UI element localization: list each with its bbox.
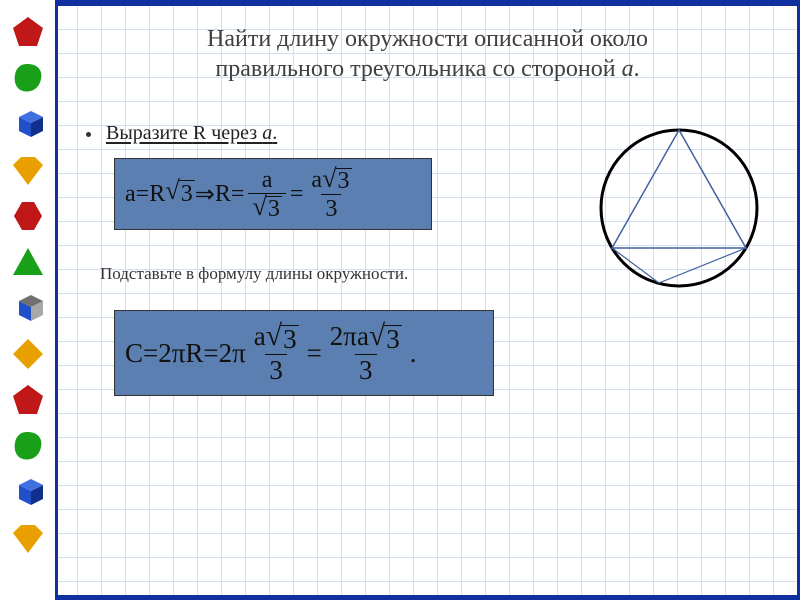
sidebar-shape-cube [10,474,46,510]
f1-a: a [125,181,136,208]
f2-frac2-two: 2 [330,321,344,351]
f1-R1: R [149,181,165,208]
slide-content: Найти длину окружности описанной около п… [58,6,797,595]
f2-frac1-num: a√3 [250,323,303,354]
sidebar-shape-hex [10,198,46,234]
f1-sqrt1: √3 [165,180,194,208]
sidebar-shape-blob [10,428,46,464]
f1-arrow: ⇒ [195,180,215,209]
f2-R: R [185,338,203,369]
sidebar-shape-pentagon [10,14,46,50]
f1-frac1: a √3 [248,168,285,221]
f2-C: С [125,338,143,369]
f1-frac1-den-arg: 3 [266,196,282,221]
f1-eq1: = [136,181,150,208]
formula2-content: С = 2πR = 2π a√3 3 = 2πa√3 3 . [125,323,416,384]
bullet-suffix: . [272,122,277,144]
formula1-content: a = R √3 ⇒ R = a √3 = a√3 3 [125,168,360,221]
sidebar-shape-diamond [10,336,46,372]
f2-frac2-num: 2πa√3 [326,323,406,354]
f2-pi2: π [232,338,246,369]
sidebar-shape-pentagon [10,382,46,418]
formula-box-2: С = 2πR = 2π a√3 3 = 2πa√3 3 . [114,310,494,396]
f2-two2: 2 [219,338,233,369]
circumscribed-circle-figure [589,118,769,298]
f2-frac1-num-sqrt: 3 [281,325,299,353]
title-line2-suffix: . [634,56,640,82]
sidebar-shape-gem [10,520,46,556]
f1-frac2-num-a: a [311,167,322,193]
f1-frac1-num: a [258,168,277,193]
f2-pi1: π [172,338,186,369]
f1-frac2-num: a√3 [307,168,355,194]
bullet-item: Выразите R через а. [86,122,277,145]
sidebar-shape-blob [10,60,46,96]
f1-sqrt1-arg: 3 [179,180,195,208]
title-line1: Найти длину окружности описанной около [207,26,648,52]
f2-frac2-sqrt: 3 [384,325,402,353]
f1-eq2: = [231,181,245,208]
sidebar-shape-cube2 [10,290,46,326]
slide-title: Найти длину окружности описанной около п… [58,6,797,94]
bullet-a: а [262,122,272,144]
bullet-prefix: Выразите [106,122,193,144]
f2-frac2-a: a [357,321,369,351]
f2-frac2-den: 3 [355,354,377,384]
f1-frac2-den: 3 [321,194,341,221]
f2-frac2: 2πa√3 3 [326,323,406,384]
instruction-text: Подставьте в формулу длины окружности. [100,264,408,284]
bullet-mid: через [206,122,262,144]
bullet-dot-icon [86,132,91,137]
sidebar-shape-gem [10,152,46,188]
f2-frac2-pi: π [343,321,357,351]
title-line2-prefix: правильного треугольника со стороной [215,56,621,82]
sidebar-shape-tri [10,244,46,280]
f1-eq3: = [290,181,304,208]
sidebar-shape-cube [10,106,46,142]
f2-eq2: = [203,338,218,369]
f1-frac2: a√3 3 [307,168,355,221]
shape-sidebar [0,0,55,600]
bullet-R: R [193,122,206,144]
f1-R2: R [215,181,231,208]
f1-frac1-den: √3 [248,193,285,221]
f2-eq3: = [307,338,322,369]
f2-frac1: a√3 3 [250,323,303,384]
f2-period: . [410,338,417,369]
f2-frac1-num-a: a [254,321,266,351]
frame-border-bottom [55,595,800,600]
f1-frac2-num-sqrt: 3 [336,168,352,193]
f2-eq1: = [143,338,158,369]
title-variable-a: а [622,56,634,82]
f2-frac1-den: 3 [265,354,287,384]
formula-box-1: a = R √3 ⇒ R = a √3 = a√3 3 [114,158,432,230]
f2-two1: 2 [158,338,172,369]
